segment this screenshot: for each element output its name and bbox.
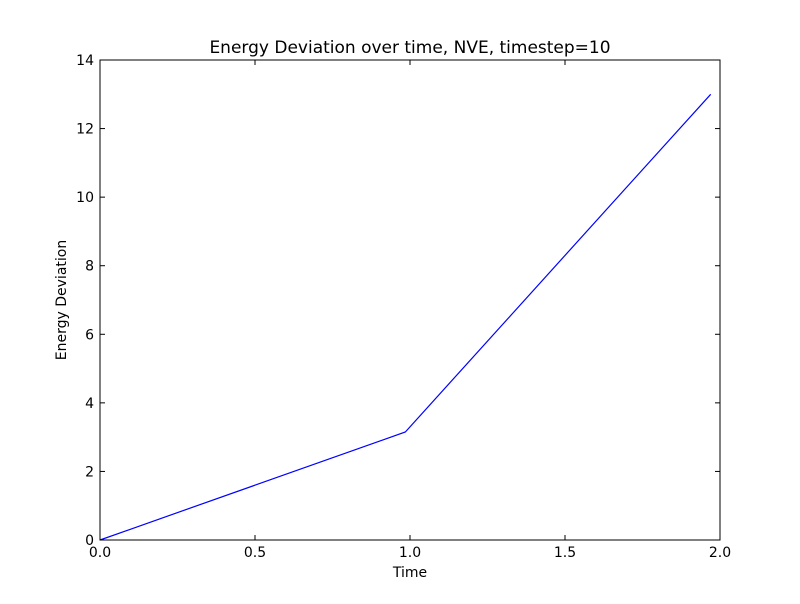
y-tick-label: 14	[76, 53, 94, 69]
axes-frame	[99, 59, 721, 541]
x-tick-label: 0.0	[89, 545, 111, 561]
y-tick-label: 2	[85, 464, 94, 480]
axis-ticks: 0.0 0.5 1.0 1.5 2.0 0 2 4 6 8 10 12 14	[76, 53, 731, 561]
x-tick-label: 2.0	[709, 545, 731, 561]
x-tick-label: 1.0	[399, 545, 421, 561]
series-line-0	[99, 93, 712, 541]
y-axis-label: Energy Deviation	[54, 240, 70, 360]
x-tick-label: 1.5	[554, 545, 576, 561]
plot-area	[99, 93, 712, 541]
x-axis-label: Time	[392, 565, 427, 581]
y-tick-label: 12	[76, 122, 94, 138]
y-tick-label: 8	[85, 259, 94, 275]
chart-title: Energy Deviation over time, NVE, timeste…	[209, 38, 610, 58]
x-tick-label: 0.5	[244, 545, 266, 561]
y-tick-label: 10	[76, 190, 94, 206]
y-tick-label: 6	[85, 327, 94, 343]
y-tick-label: 4	[85, 396, 94, 412]
y-tick-label: 0	[85, 533, 94, 549]
